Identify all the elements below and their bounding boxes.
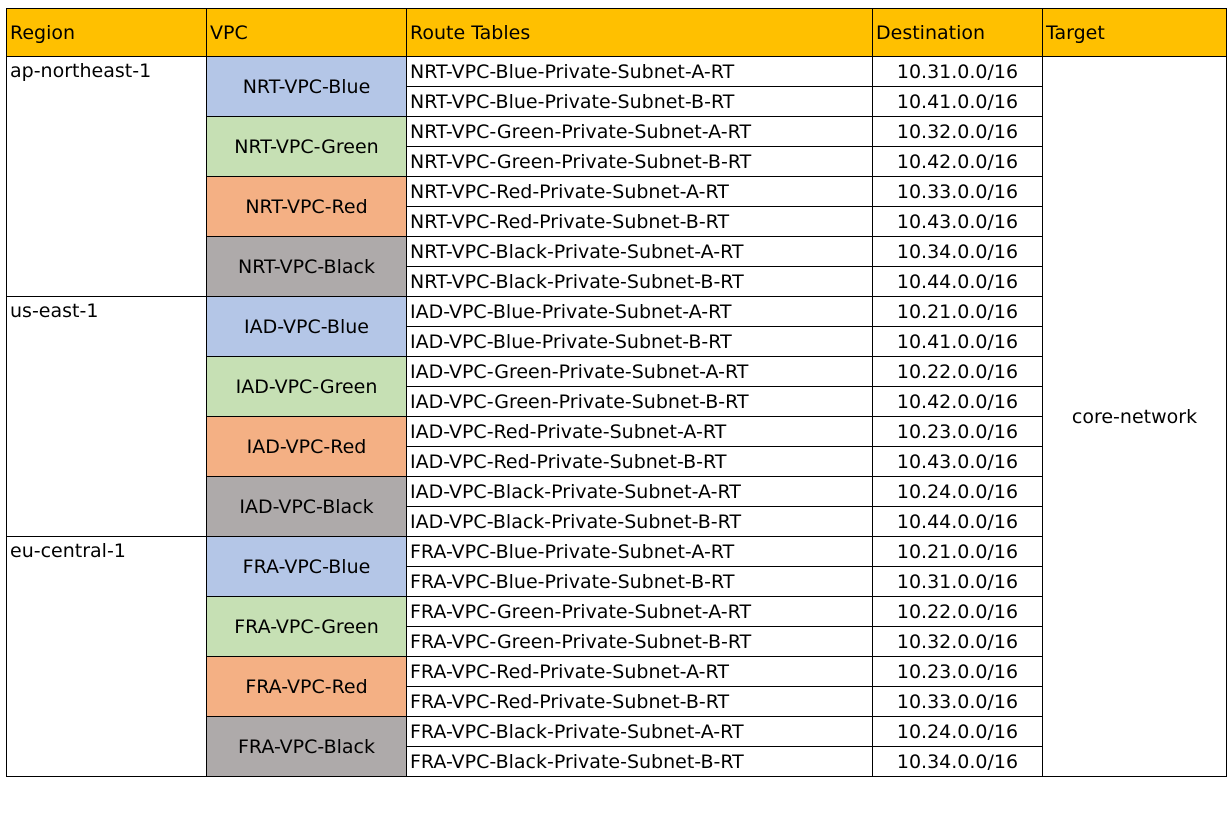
vpc-cell: IAD-VPC-Blue [206, 296, 407, 357]
table-row: IAD-VPC-Green IAD-VPC-Green-Private-Subne… [7, 356, 1227, 417]
region-cell: eu-central-1 [6, 536, 207, 777]
table-row: FRA-VPC-Red FRA-VPC-Red-Private-Subnet-A-… [7, 656, 1227, 717]
destination-cell: 10.44.0.0/16 [872, 506, 1043, 537]
table-row: us-east-1 IAD-VPC-Blue IAD-VPC-Blue-Privat… [6, 296, 1227, 537]
table-row: FRA-VPC-Black-Private-Subnet-B-RT 10.34.0… [7, 746, 1227, 777]
table-row: ap-northeast-1 NRT-VPC-Blue NRT-VPC-Blue-P… [6, 56, 1227, 777]
route-table-cell: IAD-VPC-Black-Private-Subnet-A-RT [406, 476, 873, 507]
destination-cell: 10.31.0.0/16 [872, 56, 1043, 87]
vpc-cell: FRA-VPC-Blue [206, 536, 407, 597]
route-table-cell: FRA-VPC-Green-Private-Subnet-A-RT [406, 596, 873, 627]
destination-cell: 10.22.0.0/16 [872, 596, 1043, 627]
vpc-cell: NRT-VPC-Blue [206, 56, 407, 117]
destination-cell: 10.21.0.0/16 [872, 296, 1043, 327]
route-table-cell: NRT-VPC-Red-Private-Subnet-B-RT [406, 206, 873, 237]
destination-cell: 10.33.0.0/16 [872, 176, 1043, 207]
table-row: NRT-VPC-Red NRT-VPC-Red-Private-Subnet-A-… [7, 176, 1227, 237]
route-table-cell: IAD-VPC-Blue-Private-Subnet-A-RT [406, 296, 873, 327]
route-table-cell: NRT-VPC-Blue-Private-Subnet-A-RT [406, 56, 873, 87]
header-row: Region VPC Route Tables Destination Targ… [6, 8, 1227, 57]
table-row: NRT-VPC-Red-Private-Subnet-B-RT 10.43.0.0… [7, 206, 1227, 237]
table-body: ap-northeast-1 NRT-VPC-Blue NRT-VPC-Blue-P… [6, 56, 1227, 777]
vpc-cell: FRA-VPC-Black [206, 716, 407, 777]
destination-cell: 10.43.0.0/16 [872, 446, 1043, 477]
destination-cell: 10.33.0.0/16 [872, 686, 1043, 717]
header-route-tables: Route Tables [406, 8, 873, 57]
route-table-cell: NRT-VPC-Red-Private-Subnet-A-RT [406, 176, 873, 207]
route-table-cell: FRA-VPC-Black-Private-Subnet-A-RT [406, 716, 873, 747]
vpc-cell: NRT-VPC-Red [206, 176, 407, 237]
vpc-cell: NRT-VPC-Black [206, 236, 407, 297]
region-cell: us-east-1 [6, 296, 207, 537]
route-table-cell: FRA-VPC-Green-Private-Subnet-B-RT [406, 626, 873, 657]
destination-cell: 10.23.0.0/16 [872, 656, 1043, 687]
table-row: FRA-VPC-Green-Private-Subnet-B-RT 10.32.0… [7, 626, 1227, 657]
route-table-cell: IAD-VPC-Red-Private-Subnet-A-RT [406, 416, 873, 447]
route-table-cell: NRT-VPC-Black-Private-Subnet-B-RT [406, 266, 873, 297]
destination-cell: 10.24.0.0/16 [872, 716, 1043, 747]
table-row: IAD-VPC-Blue-Private-Subnet-B-RT 10.41.0.… [7, 326, 1227, 357]
destination-cell: 10.32.0.0/16 [872, 626, 1043, 657]
table-row: eu-central-1 FRA-VPC-Blue FRA-VPC-Blue-Pri… [6, 536, 1227, 777]
destination-cell: 10.32.0.0/16 [872, 116, 1043, 147]
route-table-cell: IAD-VPC-Blue-Private-Subnet-B-RT [406, 326, 873, 357]
route-table-cell: FRA-VPC-Red-Private-Subnet-B-RT [406, 686, 873, 717]
vpc-cell: FRA-VPC-Green [206, 596, 407, 657]
table-row: IAD-VPC-Black-Private-Subnet-B-RT 10.44.0… [7, 506, 1227, 537]
vpc-cell: IAD-VPC-Red [206, 416, 407, 477]
vpc-cell: FRA-VPC-Red [206, 656, 407, 717]
vpc-cell: NRT-VPC-Green [206, 116, 407, 177]
destination-cell: 10.44.0.0/16 [872, 266, 1043, 297]
destination-cell: 10.31.0.0/16 [872, 566, 1043, 597]
vpc-cell: IAD-VPC-Black [206, 476, 407, 537]
table-row: NRT-VPC-Black-Private-Subnet-B-RT 10.44.0… [7, 266, 1227, 297]
table-row: NRT-VPC-Blue-Private-Subnet-B-RT 10.41.0.… [7, 86, 1227, 117]
route-table-cell: FRA-VPC-Red-Private-Subnet-A-RT [406, 656, 873, 687]
header-vpc: VPC [206, 8, 407, 57]
destination-cell: 10.22.0.0/16 [872, 356, 1043, 387]
destination-cell: 10.23.0.0/16 [872, 416, 1043, 447]
destination-cell: 10.42.0.0/16 [872, 146, 1043, 177]
route-table-cell: NRT-VPC-Blue-Private-Subnet-B-RT [406, 86, 873, 117]
route-table-cell: NRT-VPC-Green-Private-Subnet-B-RT [406, 146, 873, 177]
route-table-cell: FRA-VPC-Black-Private-Subnet-B-RT [406, 746, 873, 777]
destination-cell: 10.24.0.0/16 [872, 476, 1043, 507]
route-table-cell: NRT-VPC-Black-Private-Subnet-A-RT [406, 236, 873, 267]
table-row: NRT-VPC-Green-Private-Subnet-B-RT 10.42.0… [7, 146, 1227, 177]
route-table-cell: FRA-VPC-Blue-Private-Subnet-A-RT [406, 536, 873, 567]
destination-cell: 10.41.0.0/16 [872, 86, 1043, 117]
table-row: NRT-VPC-Black NRT-VPC-Black-Private-Subne… [7, 236, 1227, 297]
region-cell: ap-northeast-1 [6, 56, 207, 297]
route-table-cell: NRT-VPC-Green-Private-Subnet-A-RT [406, 116, 873, 147]
route-table-cell: IAD-VPC-Green-Private-Subnet-A-RT [406, 356, 873, 387]
destination-cell: 10.41.0.0/16 [872, 326, 1043, 357]
table-row: FRA-VPC-Green FRA-VPC-Green-Private-Subne… [7, 596, 1227, 657]
route-table-cell: FRA-VPC-Blue-Private-Subnet-B-RT [406, 566, 873, 597]
vpc-cell: IAD-VPC-Green [206, 356, 407, 417]
route-table-cell: IAD-VPC-Green-Private-Subnet-B-RT [406, 386, 873, 417]
table-row: FRA-VPC-Black FRA-VPC-Black-Private-Subne… [7, 716, 1227, 777]
route-table-cell: IAD-VPC-Black-Private-Subnet-B-RT [406, 506, 873, 537]
destination-cell: 10.21.0.0/16 [872, 536, 1043, 567]
header-region: Region [6, 8, 207, 57]
target-cell: core-network [1042, 56, 1227, 777]
route-table-grid: Region VPC Route Tables Destination Targ… [6, 8, 1227, 777]
table-row: IAD-VPC-Red IAD-VPC-Red-Private-Subnet-A-… [7, 416, 1227, 477]
header-destination: Destination [872, 8, 1043, 57]
table-row: NRT-VPC-Green NRT-VPC-Green-Private-Subne… [7, 116, 1227, 177]
destination-cell: 10.43.0.0/16 [872, 206, 1043, 237]
header-target: Target [1042, 8, 1227, 57]
route-table-cell: IAD-VPC-Red-Private-Subnet-B-RT [406, 446, 873, 477]
destination-cell: 10.34.0.0/16 [872, 746, 1043, 777]
destination-cell: 10.34.0.0/16 [872, 236, 1043, 267]
destination-cell: 10.42.0.0/16 [872, 386, 1043, 417]
